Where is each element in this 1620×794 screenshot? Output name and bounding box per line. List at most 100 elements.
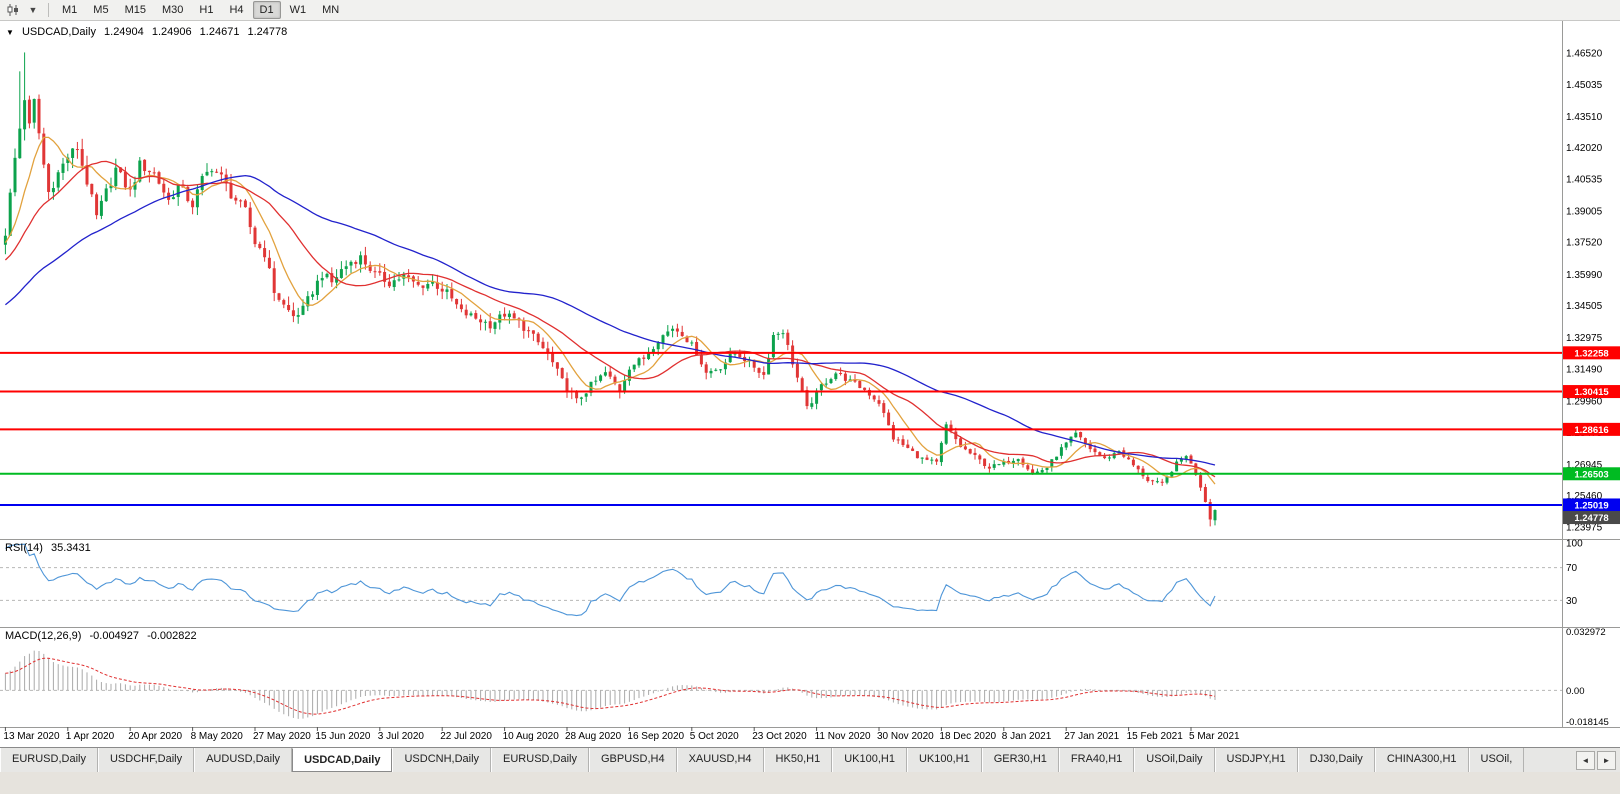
svg-text:1.42020: 1.42020 bbox=[1566, 143, 1603, 154]
toolbar-separator bbox=[48, 3, 49, 17]
svg-text:1.26503: 1.26503 bbox=[1574, 469, 1608, 480]
tab-hk50-h1[interactable]: HK50,H1 bbox=[763, 748, 833, 772]
timeframe-button-mn[interactable]: MN bbox=[322, 4, 340, 16]
svg-text:1.32975: 1.32975 bbox=[1566, 333, 1603, 344]
svg-text:27 Jan 2021: 27 Jan 2021 bbox=[1064, 731, 1119, 742]
svg-text:1.39005: 1.39005 bbox=[1566, 207, 1603, 218]
rsi-panel: 100 70 30 bbox=[0, 539, 1583, 617]
timeframe-button-h1[interactable]: H1 bbox=[199, 4, 214, 16]
timeframe-button-m15[interactable]: M15 bbox=[124, 4, 146, 16]
svg-text:1.34505: 1.34505 bbox=[1566, 301, 1603, 312]
svg-text:1.23975: 1.23975 bbox=[1566, 522, 1603, 533]
svg-text:23 Oct 2020: 23 Oct 2020 bbox=[752, 731, 807, 742]
macd-value: -0.004927 bbox=[89, 630, 140, 642]
svg-text:8 May 2020: 8 May 2020 bbox=[191, 731, 244, 742]
svg-text:1.25460: 1.25460 bbox=[1566, 491, 1603, 502]
svg-text:30 Nov 2020: 30 Nov 2020 bbox=[877, 731, 934, 742]
timeframe-button-m5[interactable]: M5 bbox=[93, 4, 109, 16]
rsi-label: RSI(14) bbox=[5, 542, 43, 554]
rsi-value: 35.3431 bbox=[50, 542, 91, 554]
level-axis-labels: 1.32258 1.30415 1.28616 1.26503 1.25019 1.247… bbox=[1563, 346, 1620, 525]
tab-dj30-daily[interactable]: DJ30,Daily bbox=[1297, 748, 1375, 772]
toolbar-dropdown-caret-icon[interactable]: ▼ bbox=[28, 5, 38, 15]
svg-text:1.29960: 1.29960 bbox=[1566, 397, 1603, 408]
chart-tabs: EURUSD,Daily USDCHF,Daily AUDUSD,Daily USDC… bbox=[0, 748, 1572, 772]
timeframe-button-h4[interactable]: H4 bbox=[229, 4, 244, 16]
svg-text:-0.018145: -0.018145 bbox=[1566, 717, 1609, 728]
tabs-scroll-left-button[interactable]: ◄ bbox=[1576, 751, 1595, 770]
svg-text:27 May 2020: 27 May 2020 bbox=[253, 731, 311, 742]
bottom-filler bbox=[0, 772, 1620, 794]
tab-usdcad-daily[interactable]: USDCAD,Daily bbox=[292, 748, 393, 772]
svg-text:1 Apr 2020: 1 Apr 2020 bbox=[66, 731, 115, 742]
svg-text:10 Aug 2020: 10 Aug 2020 bbox=[503, 731, 560, 742]
timeframe-buttons: M1 M5 M15 M30 H1 H4 D1 W1 MN bbox=[55, 1, 346, 19]
tab-china300-h1[interactable]: CHINA300,H1 bbox=[1374, 748, 1469, 772]
svg-text:28 Aug 2020: 28 Aug 2020 bbox=[565, 731, 622, 742]
chart-context-caret-icon[interactable]: ▼ bbox=[6, 28, 14, 37]
svg-text:16 Sep 2020: 16 Sep 2020 bbox=[627, 731, 684, 742]
symbol-tab-bar: EURUSD,Daily USDCHF,Daily AUDUSD,Daily USDC… bbox=[0, 747, 1620, 772]
svg-text:22 Jul 2020: 22 Jul 2020 bbox=[440, 731, 492, 742]
svg-text:1.32258: 1.32258 bbox=[1574, 348, 1608, 359]
chart-window[interactable]: 1.46520 1.45035 1.43510 1.42020 1.40535 1.390… bbox=[0, 21, 1620, 747]
svg-text:13 Mar 2020: 13 Mar 2020 bbox=[3, 731, 60, 742]
svg-text:1.26945: 1.26945 bbox=[1566, 460, 1603, 471]
tab-scroll-group: ◄ ► bbox=[1572, 748, 1620, 772]
svg-text:1.31490: 1.31490 bbox=[1566, 364, 1603, 375]
svg-text:15 Jun 2020: 15 Jun 2020 bbox=[315, 731, 370, 742]
timeframe-button-m1[interactable]: M1 bbox=[62, 4, 78, 16]
timeframe-button-d1[interactable]: D1 bbox=[252, 1, 281, 19]
svg-text:70: 70 bbox=[1566, 563, 1578, 574]
macd-panel: 0.032972 0.00 -0.018145 bbox=[0, 627, 1609, 728]
timeframe-button-m30[interactable]: M30 bbox=[161, 4, 184, 16]
svg-text:0.00: 0.00 bbox=[1566, 686, 1585, 697]
moving-average-lines bbox=[4, 136, 1216, 485]
tab-eurusd-daily[interactable]: EURUSD,Daily bbox=[491, 748, 589, 772]
svg-text:15 Feb 2021: 15 Feb 2021 bbox=[1127, 731, 1184, 742]
panel-frame bbox=[0, 21, 1620, 728]
price-axis: 1.46520 1.45035 1.43510 1.42020 1.40535 1.390… bbox=[1566, 49, 1603, 534]
svg-text:0.032972: 0.032972 bbox=[1566, 627, 1606, 638]
tab-audusd-daily[interactable]: AUDUSD,Daily bbox=[194, 748, 293, 772]
tab-usdchf-daily[interactable]: USDCHF,Daily bbox=[97, 748, 195, 772]
svg-text:1.43510: 1.43510 bbox=[1566, 112, 1603, 123]
level-lines bbox=[0, 351, 1562, 506]
macd-header: MACD(12,26,9) -0.004927 -0.002822 bbox=[5, 630, 202, 642]
tab-uk100-h1[interactable]: UK100,H1 bbox=[906, 748, 982, 772]
tab-fra40-h1[interactable]: FRA40,H1 bbox=[1058, 748, 1135, 772]
svg-text:1.24778: 1.24778 bbox=[1574, 513, 1608, 524]
tab-usoil[interactable]: USOil, bbox=[1468, 748, 1525, 772]
macd-signal-value: -0.002822 bbox=[147, 630, 197, 642]
ohlc-low: 1.24671 bbox=[199, 26, 240, 38]
ohlc-close: 1.24778 bbox=[247, 26, 288, 38]
tab-gbpusd-h4[interactable]: GBPUSD,H4 bbox=[589, 748, 677, 772]
svg-text:5 Mar 2021: 5 Mar 2021 bbox=[1189, 731, 1240, 742]
tab-xauusd-h4[interactable]: XAUUSD,H4 bbox=[676, 748, 764, 772]
chart-ohlc-header: ▼ USDCAD,Daily 1.24904 1.24906 1.24671 1… bbox=[6, 26, 292, 38]
rsi-header: RSI(14) 35.3431 bbox=[5, 542, 96, 554]
tab-usoil-daily[interactable]: USOil,Daily bbox=[1134, 748, 1215, 772]
date-axis: 13 Mar 2020 1 Apr 2020 20 Apr 2020 8 May 20… bbox=[3, 727, 1240, 742]
tab-uk100-h1[interactable]: UK100,H1 bbox=[832, 748, 907, 772]
svg-text:20 Apr 2020: 20 Apr 2020 bbox=[128, 731, 182, 742]
price-chart-canvas[interactable]: 1.46520 1.45035 1.43510 1.42020 1.40535 1.390… bbox=[0, 21, 1620, 747]
timeframe-toolbar: ▼ M1 M5 M15 M30 H1 H4 D1 W1 MN bbox=[0, 0, 1620, 21]
ohlc-high: 1.24906 bbox=[151, 26, 192, 38]
tab-eurusd-daily[interactable]: EURUSD,Daily bbox=[0, 748, 98, 772]
svg-text:1.25019: 1.25019 bbox=[1574, 500, 1608, 511]
candlestick-chart-icon[interactable] bbox=[4, 2, 22, 18]
svg-text:11 Nov 2020: 11 Nov 2020 bbox=[815, 731, 871, 742]
timeframe-button-w1[interactable]: W1 bbox=[289, 4, 307, 16]
svg-text:30: 30 bbox=[1566, 596, 1578, 607]
macd-label: MACD(12,26,9) bbox=[5, 630, 82, 642]
tab-usdcnh-daily[interactable]: USDCNH,Daily bbox=[392, 748, 492, 772]
tab-usdjpy-h1[interactable]: USDJPY,H1 bbox=[1214, 748, 1298, 772]
svg-text:1.28616: 1.28616 bbox=[1574, 425, 1608, 436]
tabs-scroll-right-button[interactable]: ► bbox=[1597, 751, 1616, 770]
chart-symbol-label: USDCAD,Daily bbox=[21, 26, 96, 38]
tab-ger30-h1[interactable]: GER30,H1 bbox=[981, 748, 1059, 772]
svg-text:8 Jan 2021: 8 Jan 2021 bbox=[1002, 731, 1052, 742]
svg-text:1.40535: 1.40535 bbox=[1566, 174, 1603, 185]
